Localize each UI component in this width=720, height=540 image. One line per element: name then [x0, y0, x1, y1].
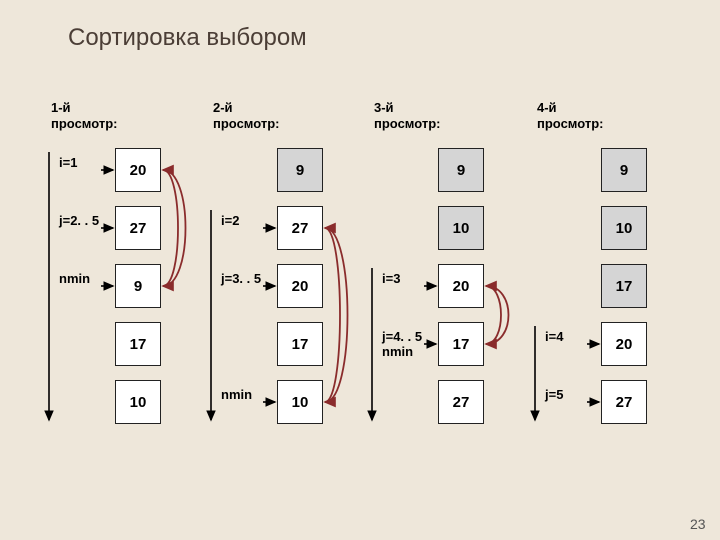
row-label: j=4. . 5 nmin — [382, 330, 422, 360]
array-cell: 10 — [277, 380, 323, 424]
row-label: i=2 — [221, 214, 239, 229]
row-label: i=1 — [59, 156, 77, 171]
page-number: 23 — [690, 516, 706, 532]
array-cell: 20 — [601, 322, 647, 366]
column-header: 3-й просмотр: — [374, 100, 441, 131]
page-title: Сортировка выбором — [68, 24, 307, 52]
array-cell: 9 — [277, 148, 323, 192]
row-label: nmin — [221, 388, 252, 403]
array-cell: 27 — [115, 206, 161, 250]
column-header: 1-й просмотр: — [51, 100, 118, 131]
array-cell: 27 — [277, 206, 323, 250]
array-cell: 17 — [438, 322, 484, 366]
array-cell: 20 — [438, 264, 484, 308]
array-cell: 10 — [601, 206, 647, 250]
array-cell: 9 — [438, 148, 484, 192]
array-cell: 27 — [601, 380, 647, 424]
row-label: nmin — [59, 272, 90, 287]
array-cell: 10 — [115, 380, 161, 424]
row-label: i=4 — [545, 330, 563, 345]
array-cell: 9 — [601, 148, 647, 192]
row-label: j=2. . 5 — [59, 214, 99, 229]
array-cell: 27 — [438, 380, 484, 424]
array-cell: 9 — [115, 264, 161, 308]
array-cell: 20 — [115, 148, 161, 192]
row-label: i=3 — [382, 272, 400, 287]
array-cell: 17 — [601, 264, 647, 308]
array-cell: 17 — [277, 322, 323, 366]
row-label: j=5 — [545, 388, 563, 403]
array-cell: 20 — [277, 264, 323, 308]
column-header: 2-й просмотр: — [213, 100, 280, 131]
array-cell: 10 — [438, 206, 484, 250]
row-label: j=3. . 5 — [221, 272, 261, 287]
column-header: 4-й просмотр: — [537, 100, 604, 131]
array-cell: 17 — [115, 322, 161, 366]
